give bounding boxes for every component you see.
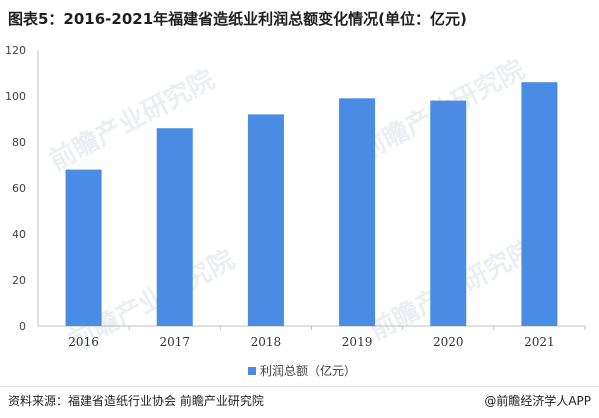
y-tick-label: 80 — [12, 136, 26, 149]
y-tick-label: 40 — [12, 228, 26, 241]
y-tick-label: 120 — [5, 44, 26, 57]
legend-label: 利润总额（亿元） — [260, 364, 357, 378]
legend: 利润总额（亿元） — [248, 362, 356, 379]
bar-chart: 0 20 40 60 80 100 120 2016 2017 2018 2019 2020 2021 — [5, 44, 586, 349]
source-note: 资料来源：福建省造纸行业协会 前瞻产业研究院 — [8, 394, 264, 408]
x-tick-label: 2021 — [524, 335, 555, 349]
x-tick-label: 2018 — [251, 335, 282, 349]
bar-2018 — [247, 114, 284, 327]
bar-2016 — [65, 169, 102, 326]
brand-label: @前瞻经济学人APP — [484, 394, 591, 408]
bar-2019 — [339, 98, 376, 326]
bar-2021 — [521, 82, 558, 326]
footer-divider — [0, 386, 599, 387]
chart-title: 图表5：2016-2021年福建省造纸业利润总额变化情况(单位：亿元) — [8, 10, 467, 28]
x-tick-label: 2016 — [68, 335, 99, 349]
legend-swatch — [248, 366, 256, 375]
x-tick-label: 2017 — [159, 335, 190, 349]
y-tick-label: 60 — [12, 182, 26, 195]
bar-2017 — [156, 128, 193, 326]
bar-2020 — [430, 100, 467, 326]
x-tick-label: 2019 — [342, 335, 373, 349]
y-tick-label: 0 — [19, 320, 26, 333]
y-tick-label: 100 — [5, 90, 26, 103]
y-tick-label: 20 — [12, 274, 26, 287]
x-tick-label: 2020 — [433, 335, 464, 349]
